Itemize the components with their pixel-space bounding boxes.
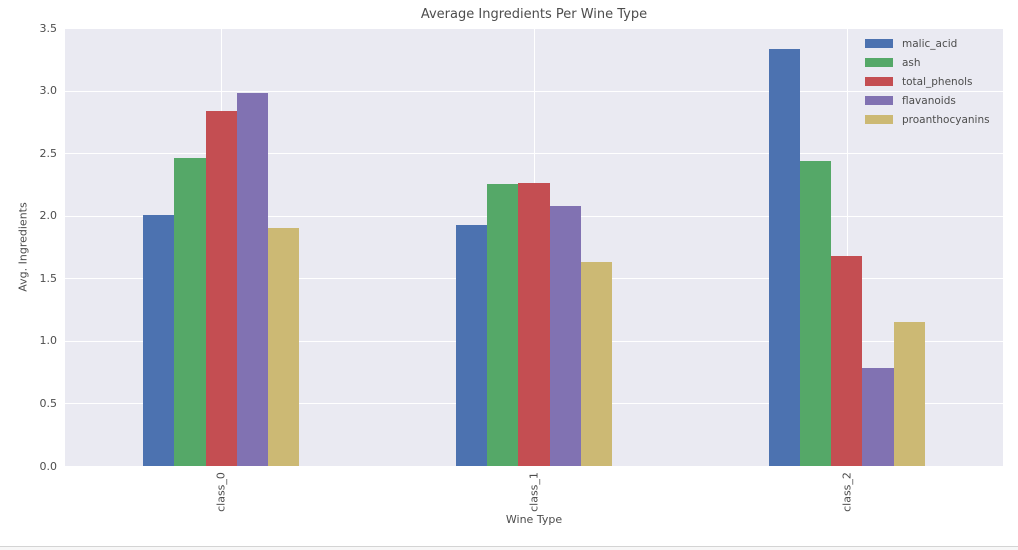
legend-swatch-icon	[865, 115, 893, 124]
y-tick-label: 0.0	[39, 460, 58, 473]
bar-malic_acid-class_0	[143, 214, 175, 466]
legend-item-proanthocyanins: proanthocyanins	[865, 110, 990, 129]
legend-swatch-icon	[865, 77, 893, 86]
x-tick-label: class_1	[527, 472, 541, 512]
y-axis-label: Avg. Ingredients	[16, 202, 30, 292]
legend-label: ash	[902, 56, 921, 69]
window-bottom-edge	[0, 546, 1018, 550]
bar-flavanoids-class_1	[549, 205, 581, 466]
plot-area	[65, 28, 1003, 466]
bar-malic_acid-class_2	[768, 49, 800, 466]
legend-swatch-icon	[865, 96, 893, 105]
y-tick-label: 1.0	[39, 334, 58, 347]
bar-proanthocyanins-class_2	[893, 322, 925, 466]
legend-label: malic_acid	[902, 37, 958, 50]
bar-proanthocyanins-class_0	[268, 228, 300, 466]
legend-label: flavanoids	[902, 94, 956, 107]
y-tick-label: 2.5	[39, 147, 58, 160]
x-tick-label: class_2	[840, 472, 854, 512]
legend-label: total_phenols	[902, 75, 973, 88]
x-tick-label: class_0	[214, 472, 228, 512]
y-tick-label: 2.0	[39, 209, 58, 222]
legend-item-flavanoids: flavanoids	[865, 91, 990, 110]
legend-label: proanthocyanins	[902, 113, 990, 126]
bar-ash-class_2	[799, 160, 832, 466]
legend-item-total_phenols: total_phenols	[865, 72, 990, 91]
legend-item-ash: ash	[865, 53, 990, 72]
gridline-vertical	[847, 28, 848, 466]
bar-flavanoids-class_0	[237, 93, 269, 466]
bar-total_phenols-class_0	[205, 110, 237, 466]
y-tick-label: 0.5	[39, 397, 58, 410]
legend-swatch-icon	[865, 39, 893, 48]
bar-ash-class_1	[487, 184, 519, 466]
y-tick-label: 3.0	[39, 84, 58, 97]
bar-malic_acid-class_1	[455, 224, 488, 466]
bar-flavanoids-class_2	[862, 368, 894, 466]
bar-total_phenols-class_2	[831, 255, 863, 466]
bar-ash-class_0	[174, 158, 206, 466]
legend-swatch-icon	[865, 58, 893, 67]
bar-proanthocyanins-class_1	[580, 262, 613, 466]
bar-total_phenols-class_1	[518, 183, 550, 466]
y-tick-label: 3.5	[39, 22, 58, 35]
x-axis-label: Wine Type	[505, 513, 563, 526]
chart-title: Average Ingredients Per Wine Type	[420, 7, 648, 22]
y-tick-label: 1.5	[39, 272, 58, 285]
legend-item-malic_acid: malic_acid	[865, 34, 990, 53]
